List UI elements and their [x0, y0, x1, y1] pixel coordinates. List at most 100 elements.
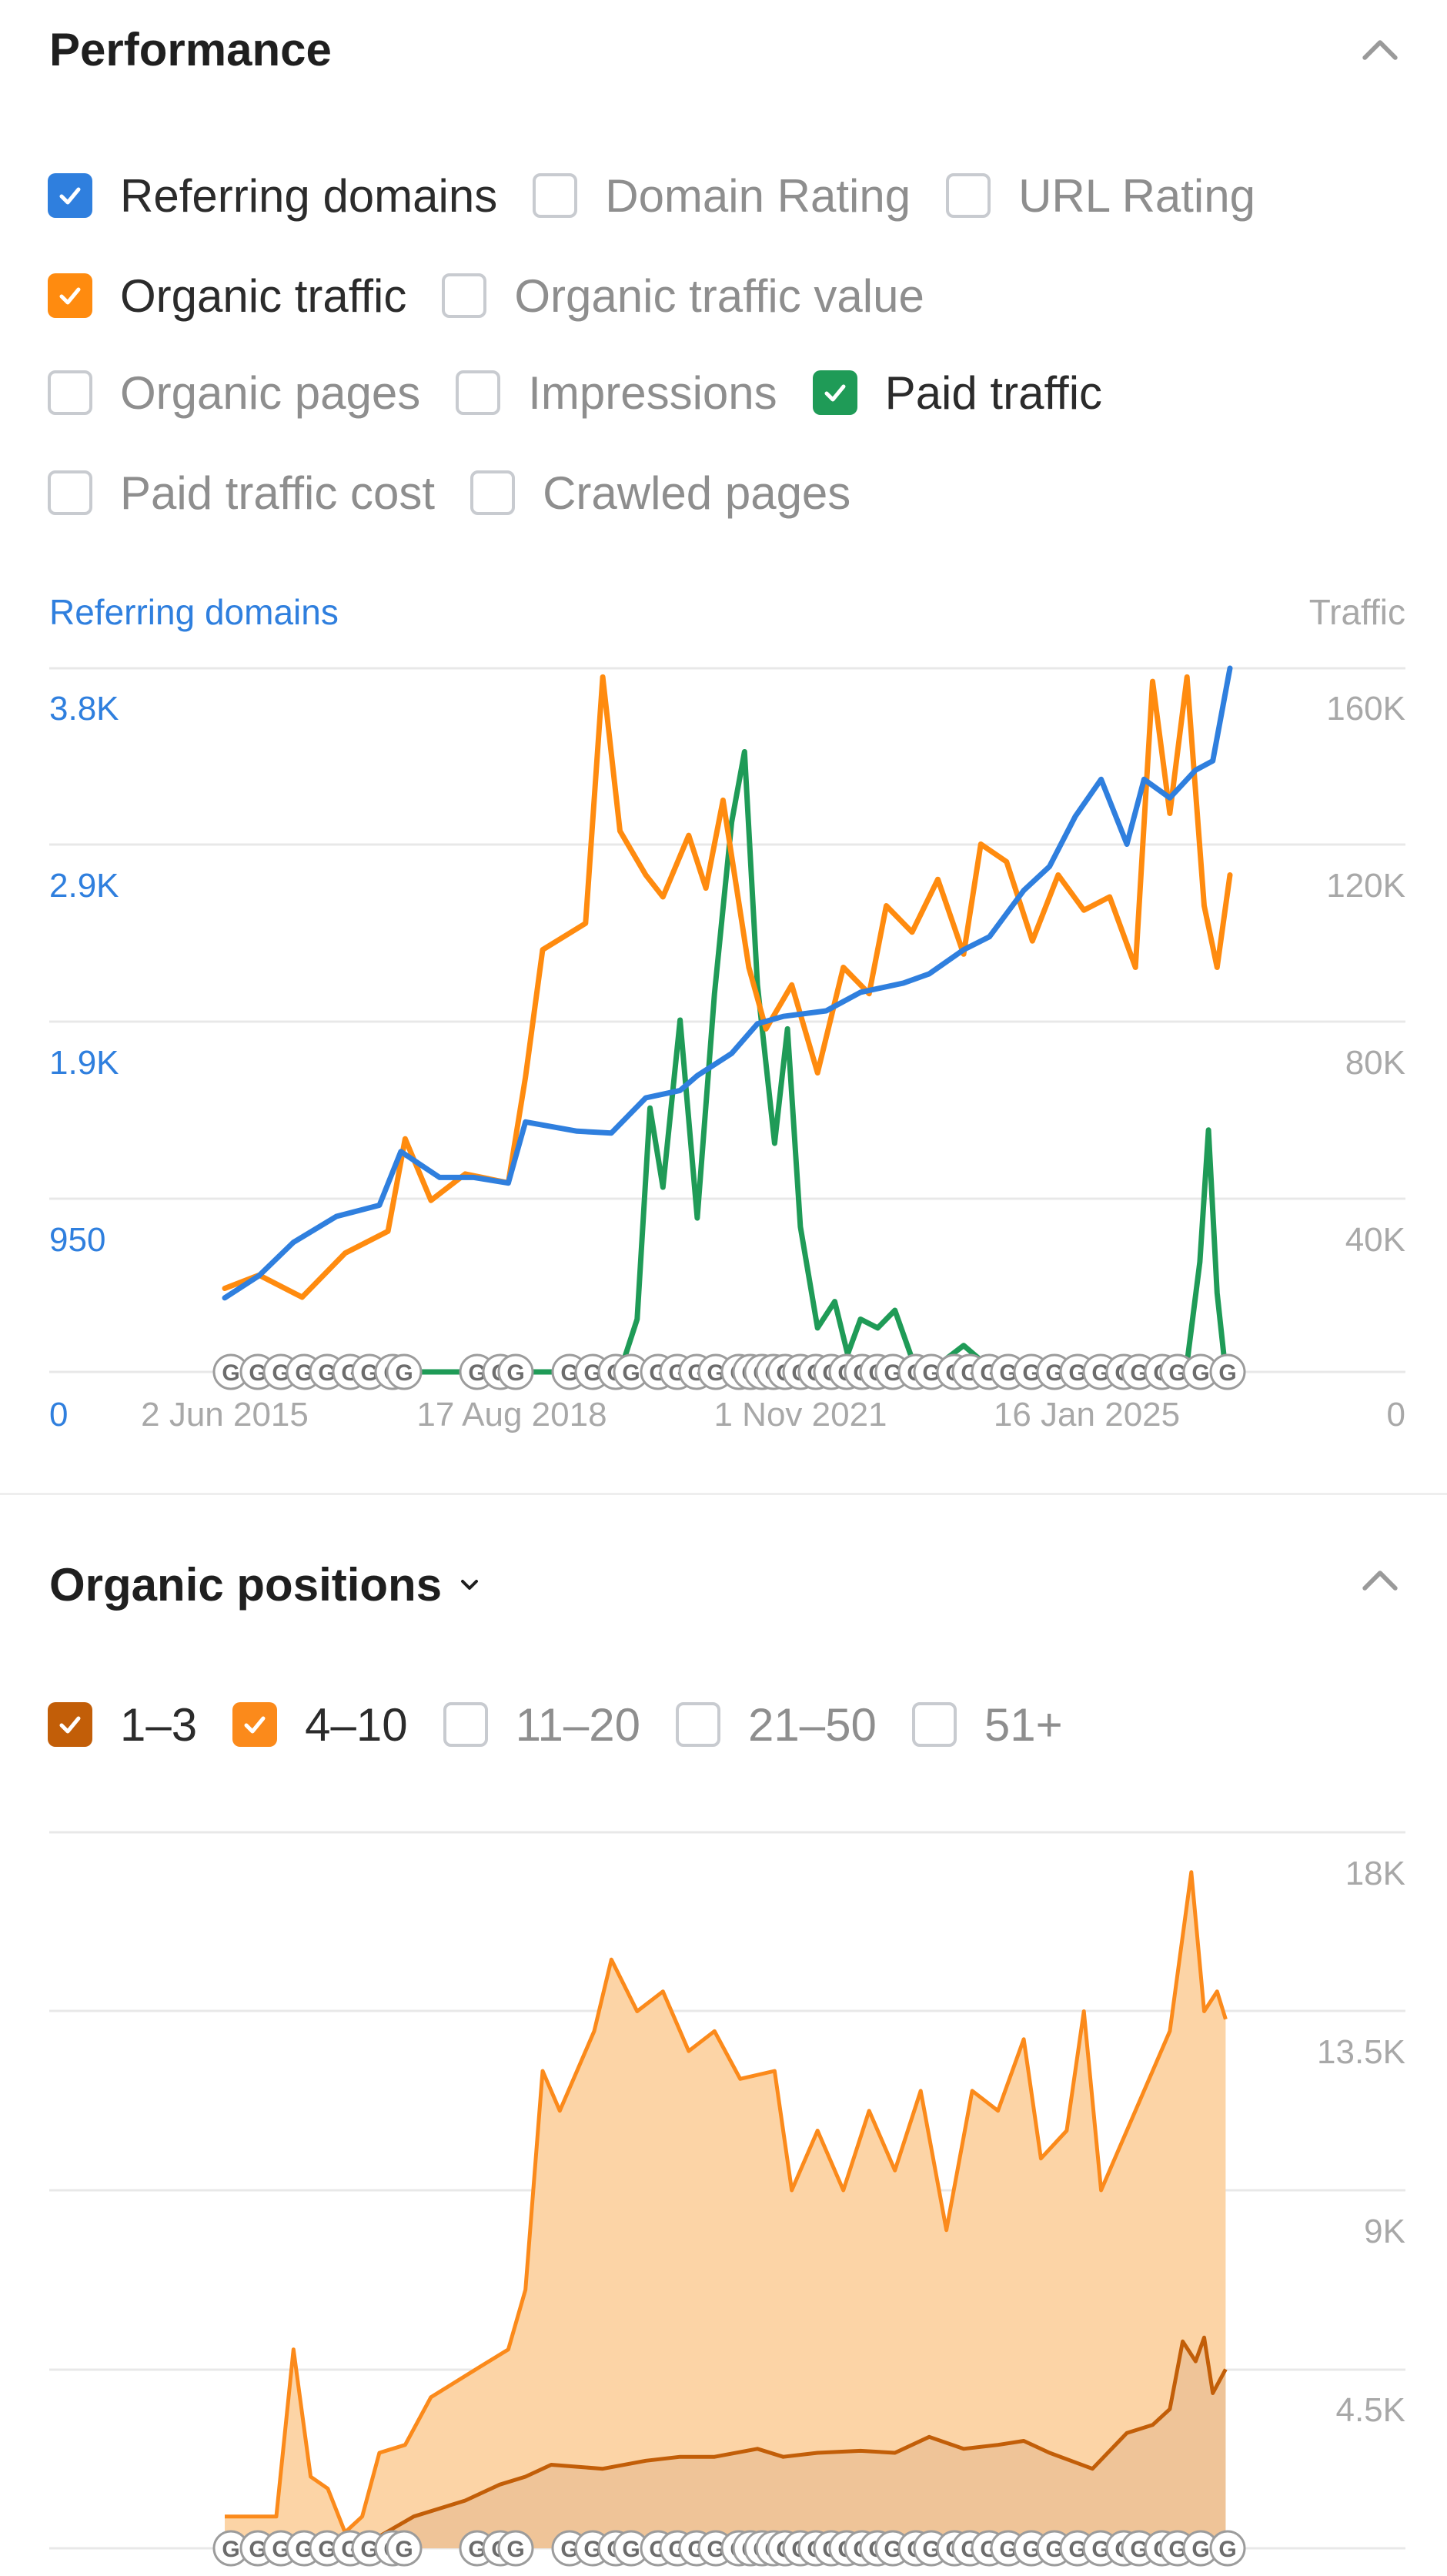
- google-g-icon: G: [506, 1360, 524, 1386]
- checkbox-label: URL Rating: [1018, 169, 1256, 222]
- check-icon: [59, 1716, 81, 1734]
- google-g-icon: G: [583, 2537, 601, 2562]
- check-icon: [824, 384, 846, 402]
- google-g-icon: G: [622, 2537, 640, 2562]
- google-g-icon: G: [922, 1360, 940, 1386]
- google-g-icon: G: [1091, 2537, 1109, 2562]
- checkbox-box: [812, 370, 857, 415]
- chevron-down-icon[interactable]: [454, 1570, 485, 1601]
- checkbox-box: [676, 1702, 720, 1747]
- google-g-icon: G: [506, 2537, 524, 2562]
- google-g-icon: G: [1130, 2537, 1148, 2562]
- checkbox-paid-traffic-cost[interactable]: Paid traffic cost: [48, 467, 435, 520]
- checkbox-box: [946, 173, 991, 218]
- checkbox-paid-traffic[interactable]: Paid traffic: [812, 366, 1103, 420]
- checkbox-organic-traffic[interactable]: Organic traffic: [48, 269, 406, 323]
- google-g-icon: G: [360, 2537, 378, 2562]
- google-update-marker[interactable]: G: [212, 1353, 249, 1390]
- performance-options-row-3: Organic pages Impressions Paid traffic: [48, 362, 1138, 423]
- checkbox-referring-domains[interactable]: Referring domains: [48, 169, 497, 222]
- organic-positions-header[interactable]: Organic positions: [49, 1558, 485, 1611]
- google-g-icon: G: [318, 2537, 336, 2562]
- checkbox-pos-1-3[interactable]: 1–3: [48, 1698, 197, 1751]
- google-g-icon: G: [318, 1360, 336, 1386]
- google-g-icon: G: [999, 2537, 1017, 2562]
- checkbox-label: Domain Rating: [605, 169, 911, 222]
- google-g-icon: G: [560, 2537, 578, 2562]
- checkbox-box: [48, 173, 92, 218]
- google-g-icon: G: [999, 1360, 1017, 1386]
- checkbox-box: [48, 1702, 92, 1747]
- google-update-marker[interactable]: G: [497, 2530, 534, 2567]
- marker-circle: [1209, 2530, 1246, 2567]
- google-g-icon: G: [884, 2537, 901, 2562]
- google-g-icon: G: [1130, 1360, 1148, 1386]
- y-right-tick-label: 4.5K: [1335, 2391, 1405, 2429]
- checkbox-pos-4-10[interactable]: 4–10: [232, 1698, 408, 1751]
- google-g-icon: G: [222, 2537, 239, 2562]
- checkbox-box: [470, 470, 516, 515]
- performance-options-row-4: Paid traffic cost Crawled pages: [48, 462, 886, 524]
- chevron-up-icon[interactable]: [1355, 25, 1405, 75]
- checkbox-pos-51-plus[interactable]: 51+: [911, 1698, 1063, 1751]
- x-tick-label: 16 Jan 2025: [994, 1396, 1180, 1434]
- checkbox-organic-traffic-value[interactable]: Organic traffic value: [442, 269, 924, 323]
- y-right-tick-label: 0: [1387, 1396, 1405, 1434]
- google-g-icon: G: [1168, 1360, 1186, 1386]
- checkbox-label: Organic traffic: [120, 269, 407, 322]
- checkbox-crawled-pages[interactable]: Crawled pages: [470, 467, 850, 520]
- chevron-up-icon[interactable]: [1355, 1555, 1405, 1606]
- checkbox-label: Paid traffic cost: [120, 467, 436, 519]
- checkbox-impressions[interactable]: Impressions: [456, 366, 777, 420]
- google-update-marker[interactable]: G: [1209, 2530, 1246, 2567]
- performance-title: Performance: [49, 24, 332, 75]
- section-divider: [0, 1493, 1447, 1495]
- marker-circle: [497, 2530, 534, 2567]
- checkbox-label: Organic traffic value: [514, 269, 924, 322]
- check-icon: [59, 187, 81, 205]
- performance-chart[interactable]: 0 950 1.9K 2.9K 3.8K 0 40K 80K 120K 160K 2 Jun 201…: [0, 647, 1447, 1463]
- check-icon: [59, 287, 81, 305]
- google-g-icon: G: [395, 1360, 413, 1386]
- google-update-marker[interactable]: G: [613, 1353, 650, 1390]
- google-g-icon: G: [249, 2537, 266, 2562]
- google-update-marker[interactable]: G: [1209, 1353, 1246, 1390]
- x-tick-label: 17 Aug 2018: [416, 1396, 607, 1434]
- marker-circle: [386, 2530, 423, 2567]
- check-icon: [244, 1716, 266, 1734]
- left-axis-title: Referring domains: [49, 592, 339, 632]
- checkbox-label: Paid traffic: [884, 366, 1103, 419]
- google-g-icon: G: [1218, 1360, 1236, 1386]
- google-g-icon: G: [1022, 1360, 1040, 1386]
- checkbox-label: 4–10: [305, 1698, 408, 1751]
- google-update-marker[interactable]: G: [386, 2530, 423, 2567]
- checkbox-organic-pages[interactable]: Organic pages: [48, 366, 420, 420]
- checkbox-pos-21-50[interactable]: 21–50: [676, 1698, 877, 1751]
- checkbox-box: [48, 470, 92, 515]
- google-g-icon: G: [583, 1360, 601, 1386]
- checkbox-pos-11-20[interactable]: 11–20: [443, 1698, 640, 1751]
- google-g-icon: G: [395, 2537, 413, 2562]
- checkbox-url-rating[interactable]: URL Rating: [946, 169, 1255, 222]
- checkbox-label: Referring domains: [120, 169, 498, 222]
- google-update-marker[interactable]: G: [497, 1353, 534, 1390]
- google-g-icon: G: [1045, 1360, 1063, 1386]
- checkbox-box: [443, 1702, 488, 1747]
- pos-1-3-area: [225, 2337, 1226, 2548]
- checkbox-domain-rating[interactable]: Domain Rating: [533, 169, 911, 222]
- google-g-icon: G: [295, 1360, 312, 1386]
- google-g-icon: G: [1218, 2537, 1236, 2562]
- google-g-icon: G: [272, 1360, 289, 1386]
- google-update-marker[interactable]: G: [613, 2530, 650, 2567]
- x-tick-label: 1 Nov 2021: [713, 1396, 887, 1434]
- organic-positions-title: Organic positions: [49, 1559, 443, 1611]
- google-g-icon: G: [1068, 2537, 1086, 2562]
- google-g-icon: G: [468, 2537, 486, 2562]
- google-update-marker[interactable]: G: [386, 1353, 423, 1390]
- checkbox-label: Organic pages: [120, 366, 421, 419]
- y-right-tick-label: 40K: [1345, 1221, 1405, 1259]
- y-left-tick-label: 950: [49, 1221, 105, 1259]
- google-update-marker[interactable]: G: [212, 2530, 249, 2567]
- marker-circle: [386, 1353, 423, 1390]
